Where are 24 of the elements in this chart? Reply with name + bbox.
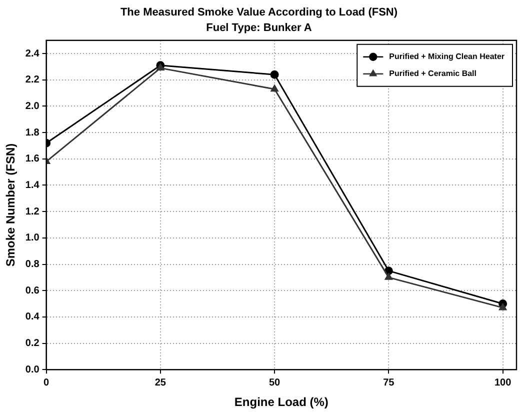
x-tick-label: 75 xyxy=(383,377,395,388)
y-tick-label: 2.0 xyxy=(25,100,40,112)
y-tick-label: 0.2 xyxy=(25,338,40,350)
x-tick-label: 50 xyxy=(268,377,281,388)
y-tick-label: 2.2 xyxy=(25,74,40,86)
x-tick-label: 100 xyxy=(494,377,512,388)
y-tick-label: 1.6 xyxy=(25,154,40,165)
y-axis-title: Smoke Number (FSN) xyxy=(4,143,18,267)
x-tick-label: 25 xyxy=(154,377,166,388)
chart-subtitle: Fuel Type: Bunker A xyxy=(206,22,312,34)
y-tick-label: 1.2 xyxy=(25,206,40,218)
y-tick-label: 0.8 xyxy=(25,259,40,270)
chart-title: The Measured Smoke Value According to Load (FSN) xyxy=(120,6,398,19)
y-tick-label: 1.8 xyxy=(25,127,40,138)
y-tick-label: 1.0 xyxy=(25,232,40,244)
y-tick-label: 1.4 xyxy=(25,180,40,191)
x-tick-label: 0 xyxy=(44,377,50,388)
y-tick-label: 2.4 xyxy=(25,48,40,60)
y-tick-label: 0.4 xyxy=(25,312,40,323)
legend-label: Purified + Ceramic Ball xyxy=(389,69,477,78)
y-tick-label: 0.6 xyxy=(25,285,40,296)
legend-label: Purified + Mixing Clean Heater xyxy=(389,52,505,62)
y-tick-label: 0.0 xyxy=(25,364,40,376)
x-axis-title: Engine Load (%) xyxy=(234,395,328,410)
